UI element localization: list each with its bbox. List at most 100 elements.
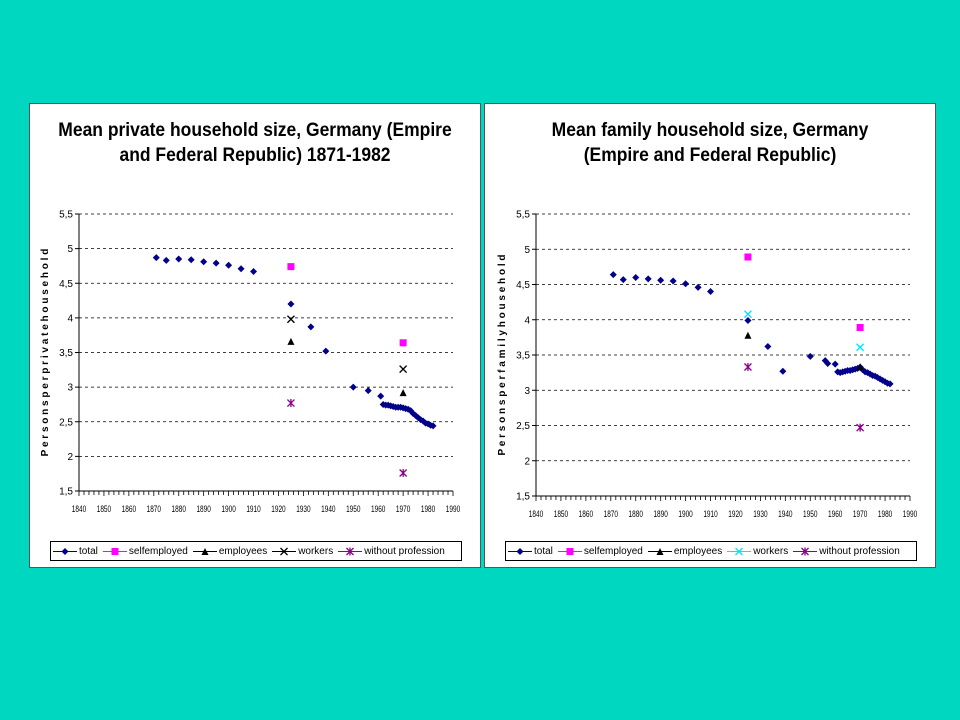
x-tick-label: 1900 (678, 509, 693, 519)
series-without-profession (743, 362, 865, 432)
data-point-total (821, 357, 829, 365)
data-point-employees (287, 337, 295, 345)
legend-key-total (51, 545, 79, 557)
x-tick-label: 1970 (396, 504, 411, 514)
x-tick-label: 1860 (122, 504, 137, 514)
y-tick-label: 2,5 (516, 421, 530, 432)
data-point-total (694, 283, 702, 291)
x-tick-label: 1930 (753, 509, 768, 519)
data-point-total (175, 255, 183, 263)
data-point-without-profession (286, 399, 295, 408)
data-point-employees (201, 548, 209, 555)
x-tick-label: 1990 (903, 509, 918, 519)
x-tick-label: 1970 (853, 509, 868, 519)
data-point-total (364, 387, 372, 395)
y-tick-label: 1,5 (59, 487, 73, 498)
data-point-total (669, 277, 677, 285)
x-tick-label: 1890 (196, 504, 211, 514)
data-point-workers (286, 315, 295, 324)
legend-item-selfemployed: selfemployed (556, 545, 643, 557)
data-point-total (212, 259, 220, 267)
data-point-total (764, 343, 772, 351)
data-point-without-profession (399, 468, 408, 477)
y-tick-label: 5,5 (59, 210, 73, 221)
series-workers (743, 310, 865, 352)
legend-label: without profession (364, 545, 445, 557)
data-point-total (609, 271, 617, 279)
data-point-total (162, 256, 170, 264)
legend-key-selfemployed (556, 545, 584, 557)
legend-label: selfemployed (128, 545, 188, 557)
data-point-total (806, 352, 814, 360)
data-point-selfemployed (287, 263, 295, 271)
data-point-total (307, 323, 315, 331)
series-employees (287, 337, 407, 397)
legend-item-total: total (51, 545, 98, 557)
data-point-total (707, 288, 715, 296)
legend-item-total: total (506, 545, 553, 557)
legend-item-selfemployed: selfemployed (101, 545, 188, 557)
data-point-total (682, 280, 690, 288)
data-point-total (516, 548, 524, 555)
data-point-selfemployed (744, 253, 752, 261)
x-tick-label: 1850 (554, 509, 569, 519)
y-tick-label: 1,5 (516, 492, 530, 503)
y-tick-label: 4,5 (516, 280, 530, 291)
data-point-employees (856, 363, 864, 371)
data-point-workers (280, 547, 289, 556)
x-tick-label: 1900 (221, 504, 236, 514)
data-point-employees (399, 389, 407, 397)
chart-plot-left: 1,5 2 2,5 3 3,5 4 4,5 5 5,5 1840 1850 1860 1870 1880 1… (40, 210, 461, 515)
legend-item-workers: workers (725, 545, 788, 557)
data-point-total (429, 422, 437, 430)
legend-label: employees (218, 545, 268, 557)
y-tick-label: 2,5 (59, 417, 73, 428)
legend-item-without-profession: without profession (791, 545, 900, 557)
chart-title-line-2: and Federal Republic) 1871-1982 (119, 145, 391, 166)
y-axis-label: P e r s o n s p e r p r i v a t e h o u … (40, 249, 51, 457)
legend-key-employees (191, 545, 219, 557)
x-tick-label: 1880 (629, 509, 644, 519)
y-tick-label: 5 (524, 245, 530, 256)
data-point-workers (735, 547, 744, 556)
legend-key-employees (646, 545, 674, 557)
legend-label: workers (753, 545, 789, 557)
legend-label: without profession (819, 545, 900, 557)
x-tick-label: 1980 (878, 509, 893, 519)
data-point-total (657, 276, 665, 284)
x-tick-label: 1880 (172, 504, 187, 514)
legend-label: total (534, 545, 553, 557)
chart-panel-right: Mean family household size, Germany (Emp… (484, 103, 936, 568)
x-tick-label: 1980 (421, 504, 436, 514)
data-point-without-profession (743, 362, 752, 371)
x-tick-label: 1890 (653, 509, 668, 519)
legend-key-without-profession (791, 545, 819, 557)
y-tick-label: 5 (67, 244, 73, 255)
x-tick-label: 1910 (703, 509, 718, 519)
data-point-total (886, 380, 894, 388)
data-point-total (225, 261, 233, 269)
x-tick-label: 1960 (371, 504, 386, 514)
series-selfemployed (744, 253, 864, 332)
data-point-total (779, 367, 787, 375)
legend-item-without-profession: without profession (336, 545, 445, 557)
data-point-total (866, 370, 874, 378)
data-point-total (322, 347, 330, 355)
data-point-total (152, 254, 160, 262)
data-point-total (61, 548, 69, 555)
x-tick-label: 1850 (97, 504, 112, 514)
legend-item-workers: workers (270, 545, 333, 557)
x-tick-label: 1910 (246, 504, 261, 514)
data-point-workers (743, 310, 752, 319)
legend-key-total (506, 545, 534, 557)
data-point-workers (399, 365, 408, 374)
legend-label: employees (673, 545, 723, 557)
y-tick-label: 5,5 (516, 210, 530, 221)
data-point-total (287, 300, 295, 308)
data-point-total (744, 316, 752, 324)
legend-key-without-profession (336, 545, 364, 557)
y-axis-label: P e r s o n s p e r f a m i l y h o u s … (497, 255, 508, 456)
x-tick-label: 1950 (346, 504, 361, 514)
y-tick-label: 3 (524, 386, 530, 397)
y-tick-label: 2 (524, 456, 530, 467)
